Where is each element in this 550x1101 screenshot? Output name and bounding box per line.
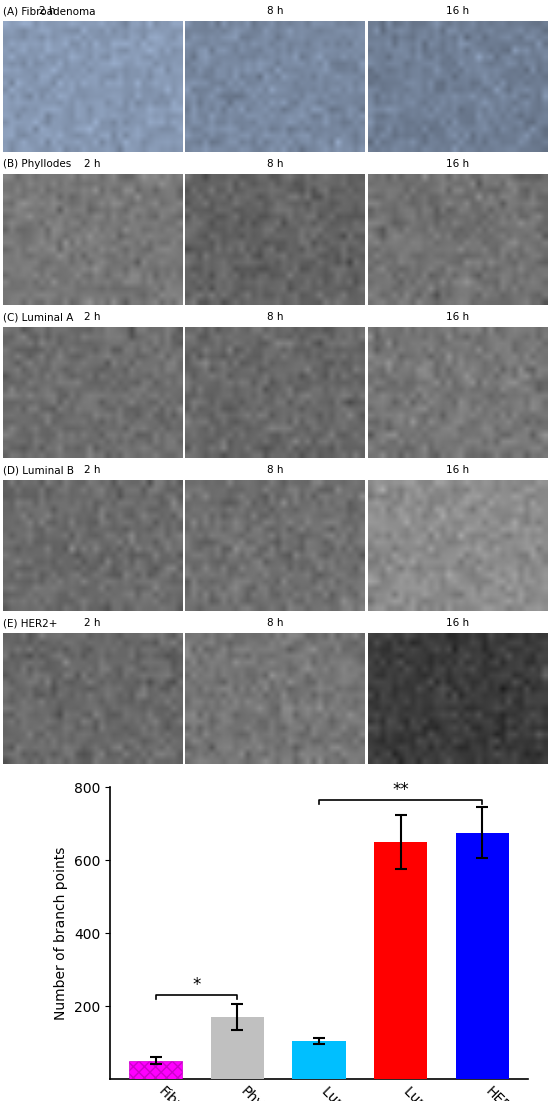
Text: 2 h: 2 h (84, 619, 101, 629)
Bar (367, 21, 547, 152)
Bar (3, 174, 183, 305)
Text: **: ** (392, 781, 409, 798)
Text: (C) Luminal A: (C) Luminal A (3, 313, 73, 323)
Text: (D) Luminal B: (D) Luminal B (3, 466, 74, 476)
Bar (367, 327, 547, 458)
Bar (129, 1060, 182, 1079)
Bar (293, 1040, 345, 1079)
Text: (B) Phyllodes: (B) Phyllodes (3, 160, 71, 170)
Bar (456, 832, 509, 1079)
Text: 16 h: 16 h (446, 160, 469, 170)
Bar (367, 633, 547, 764)
Text: 16 h: 16 h (446, 313, 469, 323)
Bar (374, 842, 427, 1079)
Y-axis label: Number of branch points: Number of branch points (54, 847, 68, 1020)
Bar (3, 480, 183, 611)
Text: (A) Fibroadenoma: (A) Fibroadenoma (3, 7, 95, 17)
Bar (367, 480, 547, 611)
Text: *: * (192, 975, 201, 993)
Text: 8 h: 8 h (267, 619, 283, 629)
Text: (E) HER2+: (E) HER2+ (3, 619, 57, 629)
Text: 2 h: 2 h (84, 466, 101, 476)
Bar (3, 21, 183, 152)
Bar (185, 633, 365, 764)
Bar (3, 633, 183, 764)
Text: 2 h: 2 h (84, 160, 101, 170)
Text: 8 h: 8 h (267, 7, 283, 17)
Bar (3, 327, 183, 458)
Text: 8 h: 8 h (267, 313, 283, 323)
Bar (185, 480, 365, 611)
Text: 8 h: 8 h (267, 466, 283, 476)
Bar (185, 21, 365, 152)
Text: 2 h: 2 h (40, 7, 56, 17)
Text: 16 h: 16 h (446, 7, 469, 17)
Bar (211, 1017, 264, 1079)
Bar (185, 174, 365, 305)
Bar (367, 174, 547, 305)
Bar (185, 327, 365, 458)
Text: 16 h: 16 h (446, 619, 469, 629)
Text: 2 h: 2 h (84, 313, 101, 323)
Text: 16 h: 16 h (446, 466, 469, 476)
Text: 8 h: 8 h (267, 160, 283, 170)
